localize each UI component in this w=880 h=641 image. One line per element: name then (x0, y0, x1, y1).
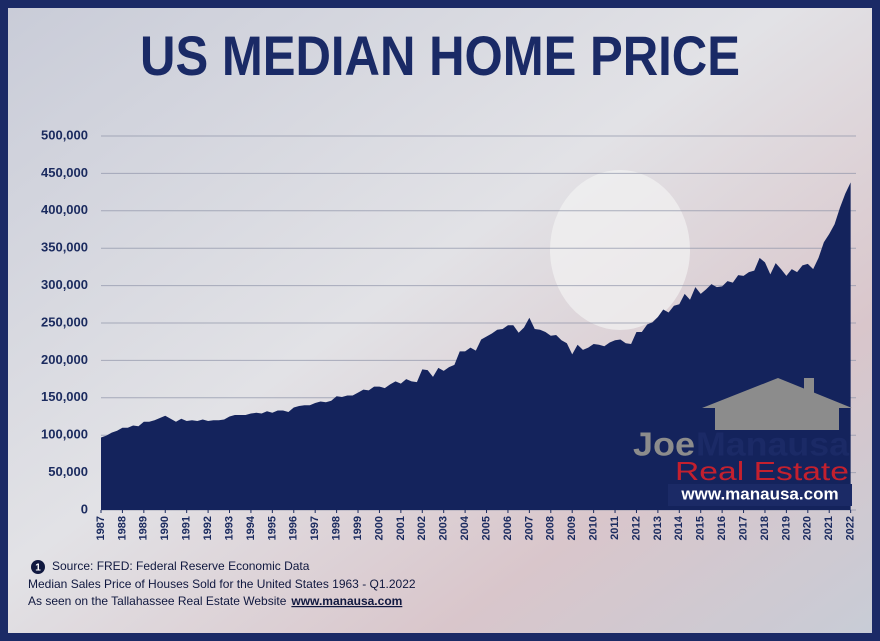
y-tick-label: 450,000 (41, 165, 88, 180)
note-seen-text: As seen on the Tallahassee Real Estate W… (28, 594, 287, 608)
logo-first: Joe (633, 426, 695, 463)
x-tick-label: 1991 (181, 516, 193, 540)
x-tick-label: 2018 (759, 516, 771, 540)
x-tick-label: 1997 (309, 516, 321, 540)
x-tick-label: 2013 (652, 516, 664, 540)
x-tick-label: 2009 (566, 516, 578, 540)
x-tick-label: 2007 (523, 516, 535, 540)
x-tick-label: 2014 (673, 515, 685, 540)
y-tick-label: 100,000 (41, 427, 88, 442)
x-tick-label: 2019 (780, 516, 792, 540)
eagle-head (550, 170, 690, 330)
x-tick-label: 2004 (459, 515, 471, 540)
x-tick-label: 2002 (416, 516, 428, 540)
chart-title: US MEDIAN HOME PRICE (140, 24, 740, 87)
y-tick-label: 250,000 (41, 314, 88, 329)
x-tick-label: 2005 (480, 516, 492, 540)
note-source: Source: FRED: Federal Reserve Economic D… (52, 559, 310, 573)
x-tick-label: 1990 (159, 516, 171, 540)
y-tick-label: 200,000 (41, 352, 88, 367)
x-tick-label: 2016 (716, 516, 728, 540)
x-tick-label: 2015 (695, 516, 707, 540)
note-marker: 1 (35, 563, 41, 574)
logo-roof (702, 378, 852, 408)
logo-line2: Real Estate (675, 456, 849, 486)
y-tick-label: 300,000 (41, 277, 88, 292)
y-tick-label: 150,000 (41, 389, 88, 404)
x-tick-label: 2022 (845, 516, 857, 540)
logo-last: Manausa (696, 426, 850, 463)
x-tick-label: 1994 (245, 515, 257, 540)
x-tick-label: 2020 (802, 516, 814, 540)
y-tick-label: 0 (81, 501, 88, 516)
x-tick-label: 1988 (116, 516, 128, 540)
y-tick-label: 350,000 (41, 240, 88, 255)
logo-band (668, 484, 852, 506)
x-tick-label: 1999 (352, 516, 364, 540)
area (101, 182, 851, 510)
logo-chimney (804, 378, 814, 398)
x-tick-label: 2000 (373, 516, 385, 540)
logo-house (715, 408, 839, 430)
x-tick-label: 1992 (202, 516, 214, 540)
x-tick-label: 2012 (630, 516, 642, 540)
note-series: Median Sales Price of Houses Sold for th… (28, 577, 416, 591)
x-tick-label: 1998 (331, 516, 343, 540)
x-tick-label: 2001 (395, 516, 407, 540)
x-tick-label: 2017 (737, 516, 749, 540)
logo-url: www.manausa.com (680, 484, 838, 503)
note-seen: As seen on the Tallahassee Real Estate W… (28, 594, 402, 608)
x-tick-label: 2008 (545, 516, 557, 540)
y-tick-label: 400,000 (41, 202, 88, 217)
note-marker-circle (31, 560, 45, 574)
x-tick-label: 1987 (95, 516, 107, 540)
x-tick-label: 1995 (266, 516, 278, 540)
x-tick-label: 1993 (223, 516, 235, 540)
y-tick-label: 500,000 (41, 127, 88, 142)
x-tick-label: 1996 (288, 516, 300, 540)
y-tick-label: 50,000 (48, 464, 88, 479)
x-tick-label: 1989 (138, 516, 150, 540)
x-tick-label: 2021 (823, 516, 835, 540)
x-tick-label: 2011 (609, 516, 621, 540)
x-tick-label: 2006 (502, 516, 514, 540)
note-link[interactable]: www.manausa.com (290, 594, 402, 608)
x-tick-label: 2010 (588, 516, 600, 540)
logo: Joe Manausa Real Estate www.manausa.com (633, 378, 852, 506)
x-tick-label: 2003 (438, 516, 450, 540)
